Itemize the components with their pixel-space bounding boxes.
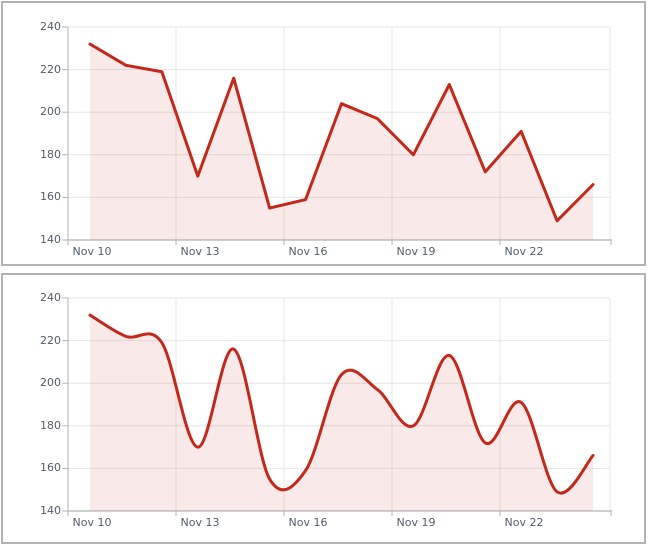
- x-axis-label: Nov 22: [504, 245, 544, 258]
- y-axis-label: 180: [40, 418, 61, 432]
- chart-linear: [62, 26, 612, 245]
- y-axis-label: 200: [40, 105, 61, 119]
- y-axis-label: 160: [40, 190, 61, 204]
- x-axis-label: Nov 10: [72, 245, 112, 258]
- y-axis-label: 220: [40, 62, 61, 76]
- plot-area-linear[interactable]: [68, 27, 610, 240]
- x-axis-label: Nov 13: [180, 516, 220, 529]
- plot-area-smooth[interactable]: [68, 298, 610, 511]
- y-axis-label: 200: [40, 376, 61, 390]
- y-axis-label: 140: [40, 504, 61, 517]
- x-axis-label: Nov 16: [288, 516, 328, 529]
- y-axis-label: 180: [40, 147, 61, 161]
- x-axis-label: Nov 19: [396, 516, 436, 529]
- y-axis-label: 140: [40, 233, 61, 246]
- y-axis-label: 160: [40, 461, 61, 475]
- y-axis-label: 240: [40, 20, 61, 33]
- y-axis-label: 220: [40, 333, 61, 347]
- chart-smooth: [62, 297, 612, 516]
- x-axis-label: Nov 10: [72, 516, 112, 529]
- x-axis-label: Nov 19: [396, 245, 436, 258]
- y-axis-label: 240: [40, 291, 61, 304]
- x-axis-label: Nov 22: [504, 516, 544, 529]
- x-axis-label: Nov 13: [180, 245, 220, 258]
- x-axis-label: Nov 16: [288, 245, 328, 258]
